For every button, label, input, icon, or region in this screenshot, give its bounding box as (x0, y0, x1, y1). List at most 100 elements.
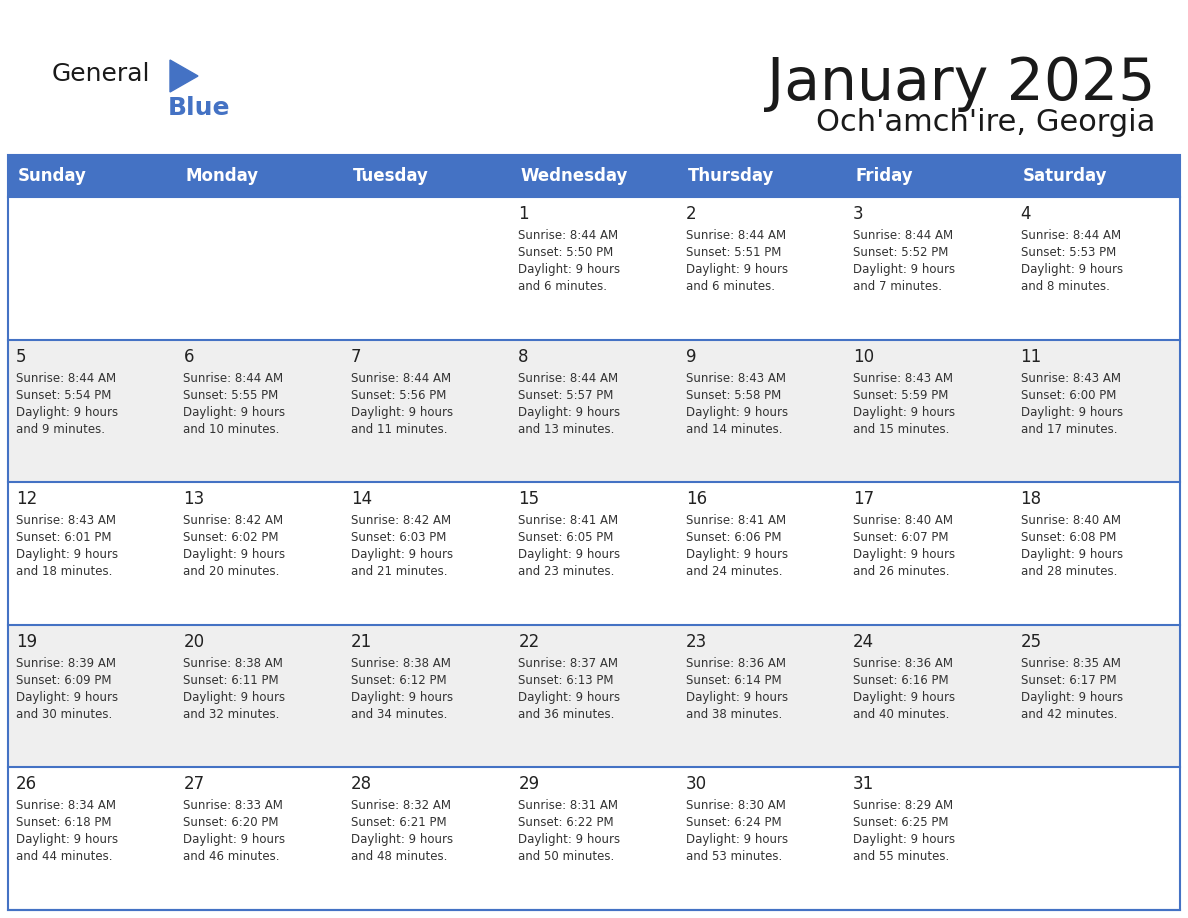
Text: Sunrise: 8:39 AM: Sunrise: 8:39 AM (15, 656, 116, 670)
Bar (8, 197, 176, 340)
Text: 26: 26 (15, 776, 37, 793)
Text: Sunrise: 8:43 AM: Sunrise: 8:43 AM (15, 514, 116, 527)
Text: and 21 minutes.: and 21 minutes. (350, 565, 448, 578)
Text: Sunset: 5:57 PM: Sunset: 5:57 PM (518, 388, 614, 401)
Text: Daylight: 9 hours: Daylight: 9 hours (853, 406, 955, 419)
Text: Sunrise: 8:41 AM: Sunrise: 8:41 AM (685, 514, 785, 527)
Bar (343, 625, 511, 767)
Text: 11: 11 (1020, 348, 1042, 365)
Text: Daylight: 9 hours: Daylight: 9 hours (350, 548, 453, 561)
Text: and 30 minutes.: and 30 minutes. (15, 708, 112, 721)
Bar (511, 340, 677, 482)
Bar (511, 767, 677, 910)
Text: 3: 3 (853, 205, 864, 223)
Bar (1012, 197, 1180, 340)
Text: 15: 15 (518, 490, 539, 509)
Text: 24: 24 (853, 633, 874, 651)
Text: Sunrise: 8:31 AM: Sunrise: 8:31 AM (518, 800, 618, 812)
Text: Daylight: 9 hours: Daylight: 9 hours (183, 691, 285, 704)
Bar (845, 482, 1012, 625)
Text: and 46 minutes.: and 46 minutes. (183, 850, 280, 864)
Text: Daylight: 9 hours: Daylight: 9 hours (1020, 691, 1123, 704)
Text: Sunrise: 8:34 AM: Sunrise: 8:34 AM (15, 800, 116, 812)
Text: Daylight: 9 hours: Daylight: 9 hours (853, 548, 955, 561)
Text: 25: 25 (1020, 633, 1042, 651)
Text: Sunset: 5:59 PM: Sunset: 5:59 PM (853, 388, 948, 401)
Bar (8, 767, 176, 910)
Text: 21: 21 (350, 633, 372, 651)
Text: Friday: Friday (855, 167, 912, 185)
Bar (176, 625, 343, 767)
Text: and 18 minutes.: and 18 minutes. (15, 565, 113, 578)
Text: Sunrise: 8:35 AM: Sunrise: 8:35 AM (1020, 656, 1120, 670)
Text: Daylight: 9 hours: Daylight: 9 hours (685, 263, 788, 276)
Text: Sunrise: 8:44 AM: Sunrise: 8:44 AM (685, 229, 785, 242)
Text: Sunset: 6:20 PM: Sunset: 6:20 PM (183, 816, 279, 829)
Text: 28: 28 (350, 776, 372, 793)
Text: Daylight: 9 hours: Daylight: 9 hours (350, 834, 453, 846)
Text: Monday: Monday (185, 167, 259, 185)
Text: and 6 minutes.: and 6 minutes. (685, 280, 775, 293)
Bar (176, 767, 343, 910)
Text: Sunset: 6:14 PM: Sunset: 6:14 PM (685, 674, 782, 687)
Bar (8, 482, 176, 625)
Text: and 34 minutes.: and 34 minutes. (350, 708, 447, 721)
Text: and 13 minutes.: and 13 minutes. (518, 422, 614, 436)
Text: Sunrise: 8:30 AM: Sunrise: 8:30 AM (685, 800, 785, 812)
Text: 16: 16 (685, 490, 707, 509)
Text: and 11 minutes.: and 11 minutes. (350, 422, 448, 436)
Text: Daylight: 9 hours: Daylight: 9 hours (350, 691, 453, 704)
Text: Sunday: Sunday (18, 167, 87, 185)
Text: 18: 18 (1020, 490, 1042, 509)
Text: and 15 minutes.: and 15 minutes. (853, 422, 949, 436)
Text: Daylight: 9 hours: Daylight: 9 hours (685, 548, 788, 561)
Text: Daylight: 9 hours: Daylight: 9 hours (518, 406, 620, 419)
Text: and 26 minutes.: and 26 minutes. (853, 565, 949, 578)
Text: Sunrise: 8:40 AM: Sunrise: 8:40 AM (1020, 514, 1120, 527)
Bar (677, 482, 845, 625)
Bar (845, 767, 1012, 910)
Text: 6: 6 (183, 348, 194, 365)
Bar (176, 482, 343, 625)
Text: and 48 minutes.: and 48 minutes. (350, 850, 447, 864)
Text: Sunset: 5:58 PM: Sunset: 5:58 PM (685, 388, 781, 401)
Text: Sunrise: 8:44 AM: Sunrise: 8:44 AM (853, 229, 953, 242)
Bar (343, 767, 511, 910)
Bar (1012, 482, 1180, 625)
Text: Sunset: 6:07 PM: Sunset: 6:07 PM (853, 532, 949, 544)
Text: and 14 minutes.: and 14 minutes. (685, 422, 782, 436)
Text: Daylight: 9 hours: Daylight: 9 hours (183, 548, 285, 561)
Text: and 32 minutes.: and 32 minutes. (183, 708, 280, 721)
Text: 8: 8 (518, 348, 529, 365)
Text: Sunrise: 8:41 AM: Sunrise: 8:41 AM (518, 514, 619, 527)
Text: Sunset: 6:21 PM: Sunset: 6:21 PM (350, 816, 447, 829)
Bar (511, 482, 677, 625)
Text: 31: 31 (853, 776, 874, 793)
Text: Sunrise: 8:44 AM: Sunrise: 8:44 AM (1020, 229, 1120, 242)
Text: and 36 minutes.: and 36 minutes. (518, 708, 614, 721)
Text: Daylight: 9 hours: Daylight: 9 hours (15, 691, 118, 704)
Text: and 44 minutes.: and 44 minutes. (15, 850, 113, 864)
Text: Daylight: 9 hours: Daylight: 9 hours (685, 691, 788, 704)
Text: Sunset: 6:22 PM: Sunset: 6:22 PM (518, 816, 614, 829)
Text: and 24 minutes.: and 24 minutes. (685, 565, 782, 578)
Text: Daylight: 9 hours: Daylight: 9 hours (1020, 548, 1123, 561)
Text: Sunrise: 8:44 AM: Sunrise: 8:44 AM (518, 229, 619, 242)
Text: 7: 7 (350, 348, 361, 365)
Text: 9: 9 (685, 348, 696, 365)
Bar (845, 340, 1012, 482)
Text: Sunset: 5:54 PM: Sunset: 5:54 PM (15, 388, 112, 401)
Bar (511, 197, 677, 340)
Bar (8, 155, 1180, 197)
Text: Daylight: 9 hours: Daylight: 9 hours (853, 691, 955, 704)
Text: Sunrise: 8:38 AM: Sunrise: 8:38 AM (350, 656, 450, 670)
Text: 17: 17 (853, 490, 874, 509)
Text: 10: 10 (853, 348, 874, 365)
Text: Sunset: 5:50 PM: Sunset: 5:50 PM (518, 246, 613, 259)
Text: Sunset: 6:01 PM: Sunset: 6:01 PM (15, 532, 112, 544)
Text: Sunrise: 8:33 AM: Sunrise: 8:33 AM (183, 800, 283, 812)
Text: Sunset: 6:12 PM: Sunset: 6:12 PM (350, 674, 447, 687)
Text: and 7 minutes.: and 7 minutes. (853, 280, 942, 293)
Bar (8, 340, 176, 482)
Text: 29: 29 (518, 776, 539, 793)
